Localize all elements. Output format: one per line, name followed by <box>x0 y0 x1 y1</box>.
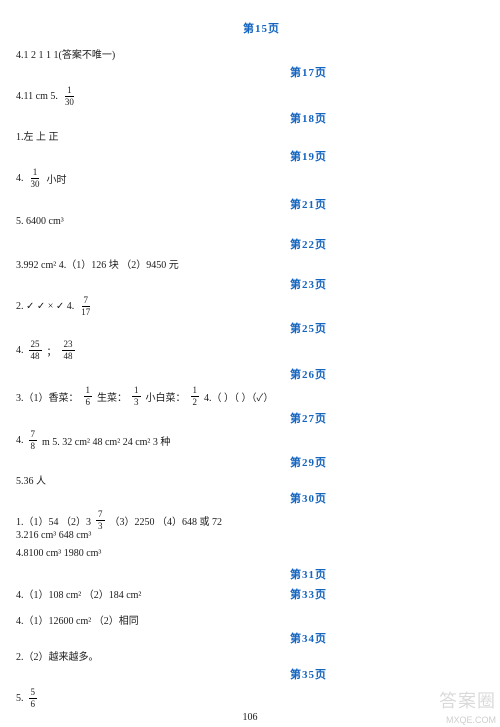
watermark: 答案圈 <box>439 687 496 713</box>
numerator: 1 <box>84 386 93 397</box>
denominator: 6 <box>84 397 93 407</box>
numerator: 1 <box>191 386 200 397</box>
fraction: 130 <box>29 168 42 189</box>
page-link-34[interactable]: 第34页 <box>290 630 327 646</box>
text: ； <box>47 343 57 358</box>
answer-line: 4.11 cm 5. 130 <box>16 86 77 107</box>
answer-line: 4. 78 m 5. 32 cm² 48 cm² 24 cm² 3 种 <box>16 430 170 451</box>
text: 1.（1）54 （2）3 <box>16 513 91 528</box>
page-link-35[interactable]: 第35页 <box>290 666 327 682</box>
text: 4.（ ）（ ）（✓） <box>204 389 273 404</box>
denominator: 17 <box>79 307 92 317</box>
fraction: 130 <box>63 86 76 107</box>
watermark-url: MXQE.COM <box>446 715 496 725</box>
text: （3）2250 （4）648 或 72 <box>110 513 223 528</box>
numerator: 7 <box>96 510 105 521</box>
page-link-18[interactable]: 第18页 <box>290 110 327 126</box>
text: m 5. 32 cm² 48 cm² 24 cm² 3 种 <box>42 433 170 448</box>
answer-line: 4.8100 cm³ 1980 cm³ <box>16 548 101 559</box>
answer-line: 4.1 2 1 1 1(答案不唯一) <box>16 46 115 61</box>
page-link-33[interactable]: 第33页 <box>290 586 327 602</box>
denominator: 48 <box>29 351 42 361</box>
page-link-31[interactable]: 第31页 <box>290 566 327 582</box>
answer-line: 4.（1）108 cm² （2）184 cm² <box>16 586 141 601</box>
denominator: 8 <box>29 441 38 451</box>
numerator: 1 <box>65 86 74 97</box>
answer-line: 5.36 人 <box>16 472 46 487</box>
text: 4. <box>16 173 24 184</box>
text: 生菜： <box>97 389 127 404</box>
fraction: 16 <box>84 386 93 407</box>
text: 4. <box>16 345 24 356</box>
numerator: 25 <box>29 340 42 351</box>
fraction: 2548 <box>29 340 42 361</box>
fraction: 13 <box>132 386 141 407</box>
page-number: 106 <box>0 712 500 723</box>
page-link-21[interactable]: 第21页 <box>290 196 327 212</box>
page-link-19[interactable]: 第19页 <box>290 148 327 164</box>
numerator: 1 <box>31 168 40 179</box>
fraction: 78 <box>29 430 38 451</box>
denominator: 48 <box>62 351 75 361</box>
answer-line: 1.左 上 正 <box>16 128 59 143</box>
page-link-17[interactable]: 第17页 <box>290 64 327 80</box>
numerator: 5 <box>29 688 38 699</box>
numerator: 7 <box>82 296 91 307</box>
text: 4. <box>16 435 24 446</box>
fraction: 717 <box>79 296 92 317</box>
page-link-25[interactable]: 第25页 <box>290 320 327 336</box>
numerator: 1 <box>132 386 141 397</box>
text: 小白菜： <box>146 389 186 404</box>
answer-line: 3.（1）香菜： 16 生菜： 13 小白菜： 12 4.（ ）（ ）（✓） <box>16 386 273 407</box>
denominator: 6 <box>29 699 38 709</box>
answer-line: 4. 2548 ； 2348 <box>16 340 76 361</box>
denominator: 3 <box>132 397 141 407</box>
fraction: 2348 <box>62 340 75 361</box>
fraction: 56 <box>29 688 38 709</box>
answer-line: 1.（1）54 （2）3 73 （3）2250 （4）648 或 72 <box>16 510 222 531</box>
answer-line: 5. 6400 cm³ <box>16 216 64 227</box>
page-link-15[interactable]: 第15页 <box>243 20 280 36</box>
answer-line: 3.216 cm³ 648 cm³ <box>16 530 91 541</box>
text: 4.11 cm 5. <box>16 91 58 102</box>
answer-line: 4. 130 小时 <box>16 168 67 189</box>
answer-line: 2.（2）越来越多。 <box>16 648 99 663</box>
text: 5. <box>16 693 24 704</box>
page-link-23[interactable]: 第23页 <box>290 276 327 292</box>
page-link-30[interactable]: 第30页 <box>290 490 327 506</box>
answer-line: 5. 56 <box>16 688 38 709</box>
text: 2. ✓ ✓ × ✓ 4. <box>16 301 74 312</box>
page-link-26[interactable]: 第26页 <box>290 366 327 382</box>
page-link-27[interactable]: 第27页 <box>290 410 327 426</box>
fraction: 73 <box>96 510 105 531</box>
page-link-22[interactable]: 第22页 <box>290 236 327 252</box>
numerator: 7 <box>29 430 38 441</box>
denominator: 2 <box>191 397 200 407</box>
numerator: 23 <box>62 340 75 351</box>
fraction: 12 <box>191 386 200 407</box>
text: 小时 <box>47 171 67 186</box>
denominator: 30 <box>63 97 76 107</box>
denominator: 30 <box>29 179 42 189</box>
page-link-29[interactable]: 第29页 <box>290 454 327 470</box>
answer-line: 4.（1）12600 cm² （2）相同 <box>16 612 139 627</box>
answer-line: 3.992 cm² 4.（1）126 块 （2）9450 元 <box>16 256 179 271</box>
text: 3.（1）香菜： <box>16 389 79 404</box>
answer-line: 2. ✓ ✓ × ✓ 4. 717 <box>16 296 93 317</box>
